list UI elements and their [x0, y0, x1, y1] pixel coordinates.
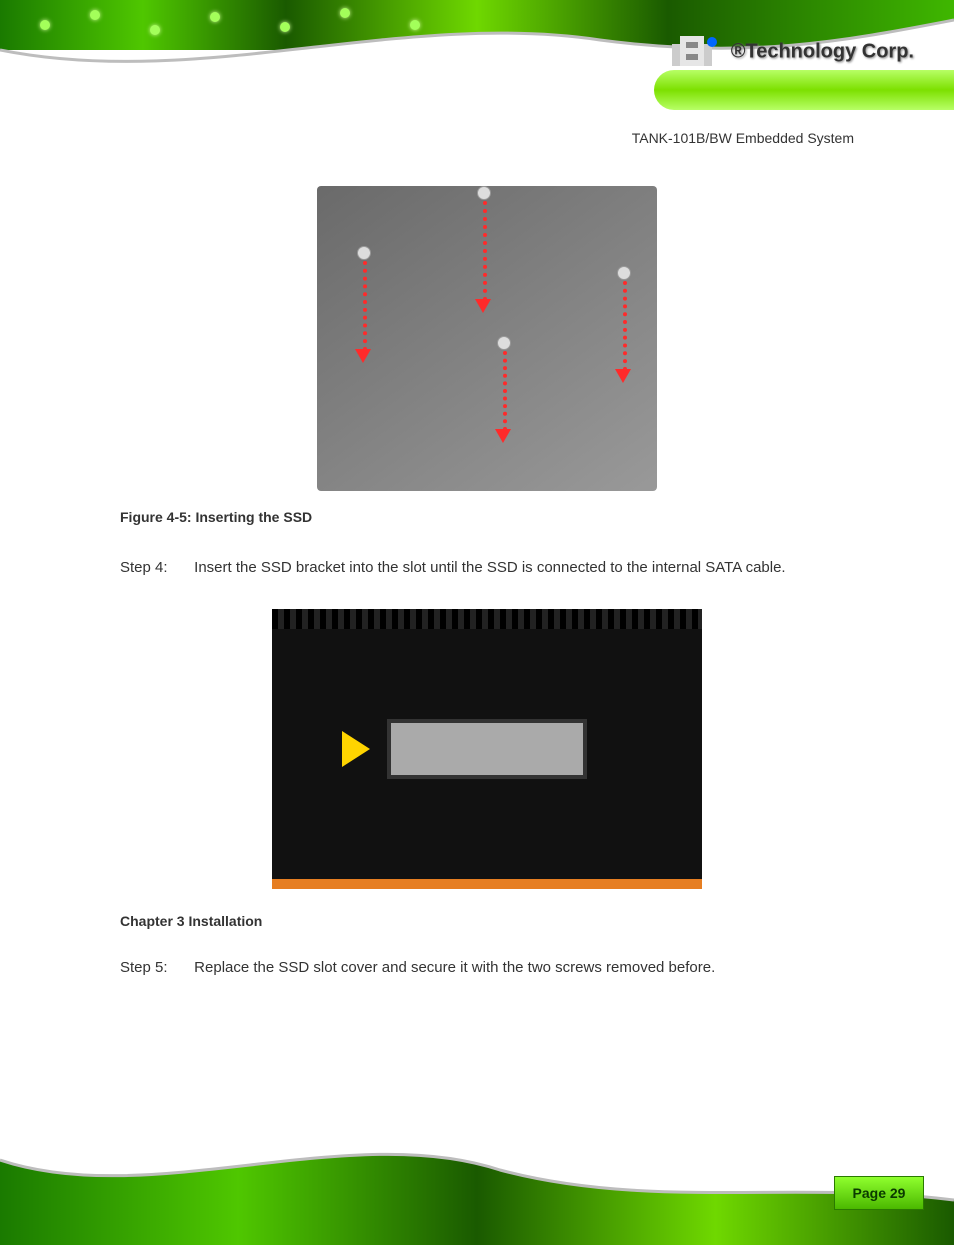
screw-icon — [617, 266, 631, 280]
footer-swoosh-icon — [0, 1130, 954, 1245]
ssd-slot-icon — [387, 719, 587, 779]
chapter-3-image — [272, 609, 702, 889]
step-4-text: Step 4: Insert the SSD bracket into the … — [120, 555, 854, 581]
insert-arrow-icon — [342, 731, 370, 767]
screw-icon — [357, 246, 371, 260]
arrow-line-icon — [503, 351, 507, 431]
chapter-3-caption: Chapter 3 Installation — [120, 913, 854, 929]
heatsink-fins-icon — [272, 609, 702, 629]
step-4-label: Step 4: — [120, 555, 190, 581]
figure-4-5-caption: Figure 4-5: Inserting the SSD — [120, 509, 854, 525]
iei-logo-icon — [672, 36, 720, 71]
chassis-accent-bar — [272, 879, 702, 889]
page-number: Page 29 — [853, 1185, 906, 1201]
figure-4-5-image — [317, 186, 657, 491]
doc-title: TANK-101B/BW Embedded System — [120, 130, 854, 146]
arrow-line-icon — [483, 201, 487, 301]
arrow-line-icon — [623, 281, 627, 371]
arrow-head-icon — [495, 429, 511, 443]
screw-icon — [497, 336, 511, 350]
step-5-label: Step 5: — [120, 955, 190, 981]
arrow-head-icon — [355, 349, 371, 363]
screw-icon — [477, 186, 491, 200]
brand-text: ®Technology Corp. — [731, 41, 914, 63]
arrow-head-icon — [615, 369, 631, 383]
footer-band: Page 29 — [0, 1130, 954, 1245]
arrow-line-icon — [363, 261, 367, 351]
step-5-text: Step 5: Replace the SSD slot cover and s… — [120, 955, 854, 981]
arrow-head-icon — [475, 299, 491, 313]
header-band: ®Technology Corp. — [0, 0, 954, 110]
step-4-body: Insert the SSD bracket into the slot unt… — [194, 559, 785, 576]
content-area: TANK-101B/BW Embedded System Figure 4-5:… — [0, 110, 954, 1110]
brand-logo-area: ®Technology Corp. — [662, 30, 924, 77]
page-number-box: Page 29 — [834, 1176, 924, 1210]
page-root: ®Technology Corp. TANK-101B/BW Embedded … — [0, 0, 954, 1245]
step-5-body: Replace the SSD slot cover and secure it… — [194, 959, 715, 976]
